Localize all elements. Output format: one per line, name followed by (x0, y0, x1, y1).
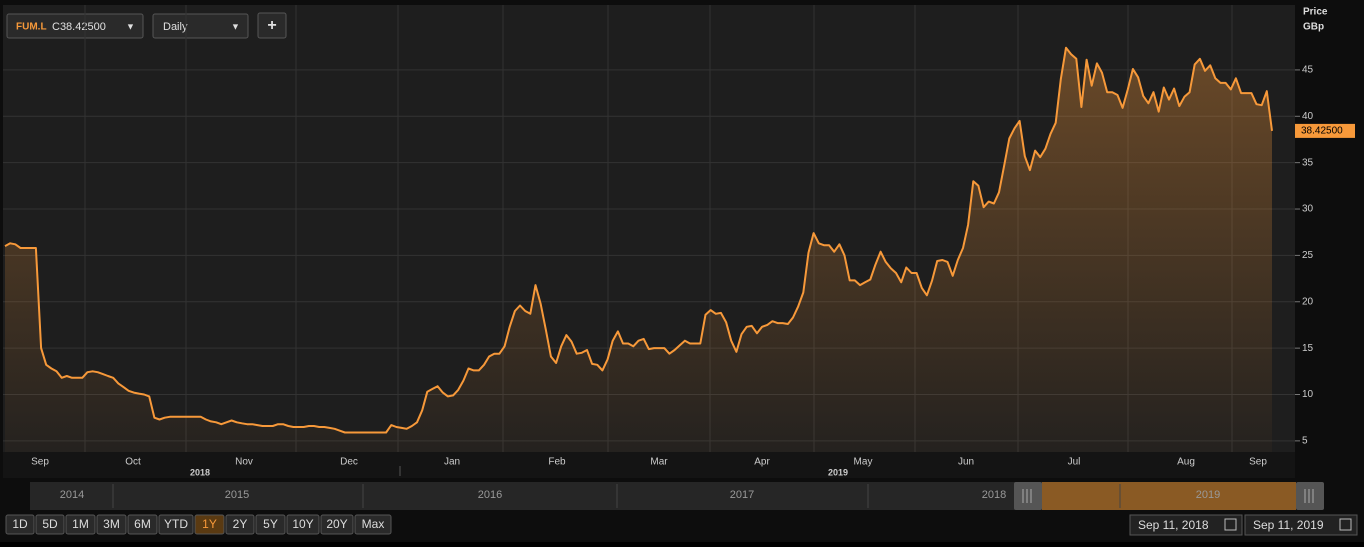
x-tick-label: May (854, 457, 873, 468)
x-tick-label: Apr (754, 457, 770, 468)
x-tick-label: Dec (340, 457, 358, 468)
y-tick-label: 45 (1302, 65, 1314, 76)
x-tick-label: Jan (444, 457, 460, 468)
y-tick-label: 5 (1302, 436, 1308, 447)
nav-year: 2014 (60, 489, 84, 501)
nav-year: 2015 (225, 489, 249, 501)
x-tick-label: Feb (548, 457, 566, 468)
y-tick-label: 30 (1302, 204, 1314, 215)
x-axis-band (3, 452, 1295, 478)
nav-year: 2018 (982, 489, 1006, 501)
range-button[interactable] (158, 514, 194, 535)
nav-year: 2019 (1196, 489, 1220, 501)
x-tick-label: Nov (235, 457, 253, 468)
range-label: 10Y (292, 517, 313, 531)
range-button[interactable] (286, 514, 320, 535)
x-tick-label: Jul (1068, 457, 1081, 468)
x-tick-label: Sep (31, 457, 49, 468)
range-button[interactable] (255, 514, 286, 535)
last-price-tag (1295, 123, 1355, 138)
nav-year: 2016 (478, 489, 502, 501)
calendar-icon (1339, 518, 1352, 531)
date-label: Sep 11, 2019 (1253, 518, 1324, 532)
range-button[interactable] (35, 514, 65, 535)
range-button[interactable] (5, 514, 35, 535)
nav-year: 2017 (730, 489, 754, 501)
add-label: + (267, 17, 276, 34)
area-fill (5, 47, 1272, 452)
range-button[interactable] (225, 514, 255, 535)
dropdown-arrow: ▼ (126, 21, 135, 31)
x-tick-label: Aug (1177, 457, 1195, 468)
range-label: 6M (134, 517, 151, 531)
x-tick-label: Mar (650, 457, 668, 468)
range-label: YTD (164, 517, 188, 531)
x-tick-label: Oct (125, 457, 141, 468)
dropdown-arrow: ▼ (231, 21, 240, 31)
last-price-label: 38.42500 (1301, 126, 1343, 137)
interval-box[interactable] (152, 13, 249, 39)
range-label: 5D (42, 517, 58, 531)
date-label: Sep 11, 2018 (1138, 518, 1209, 532)
x-tick-label: Jun (958, 457, 974, 468)
range-label: 1D (12, 517, 28, 531)
y-axis-title: Price (1303, 7, 1328, 18)
calendar-icon (1224, 518, 1237, 531)
year-label: 2018 (190, 467, 210, 477)
quote: C38.42500 (52, 21, 106, 33)
date-box[interactable] (1129, 514, 1243, 536)
navigator-handle[interactable] (1014, 482, 1042, 510)
y-axis-title: GBp (1303, 22, 1324, 33)
range-button[interactable] (65, 514, 96, 535)
range-button[interactable] (127, 514, 158, 535)
range-label: 2Y (233, 517, 248, 531)
x-tick-label: Sep (1249, 457, 1267, 468)
year-label: 2019 (828, 467, 848, 477)
y-tick-label: 25 (1302, 250, 1314, 261)
interval: Daily (163, 21, 188, 33)
ticker-box[interactable] (6, 13, 144, 39)
range-button[interactable] (354, 514, 392, 535)
navigator-selection[interactable] (1042, 482, 1296, 510)
y-tick-label: 10 (1302, 389, 1314, 400)
navigator-handle[interactable] (1296, 482, 1324, 510)
range-label: 20Y (326, 517, 347, 531)
y-tick-label: 15 (1302, 343, 1314, 354)
range-label: Max (362, 517, 385, 531)
date-box[interactable] (1244, 514, 1358, 536)
add-button[interactable] (257, 12, 287, 39)
range-label: 1Y (202, 517, 217, 531)
range-label: 3M (103, 517, 120, 531)
ticker: FUM.L (16, 22, 47, 33)
y-tick-label: 40 (1302, 111, 1314, 122)
range-label: 5Y (263, 517, 278, 531)
range-button[interactable] (320, 514, 354, 535)
price-line (4, 46, 1273, 434)
range-button[interactable] (96, 514, 127, 535)
range-button[interactable] (194, 514, 225, 535)
y-tick-label: 20 (1302, 296, 1314, 307)
range-label: 1M (72, 517, 89, 531)
y-tick-label: 35 (1302, 157, 1314, 168)
